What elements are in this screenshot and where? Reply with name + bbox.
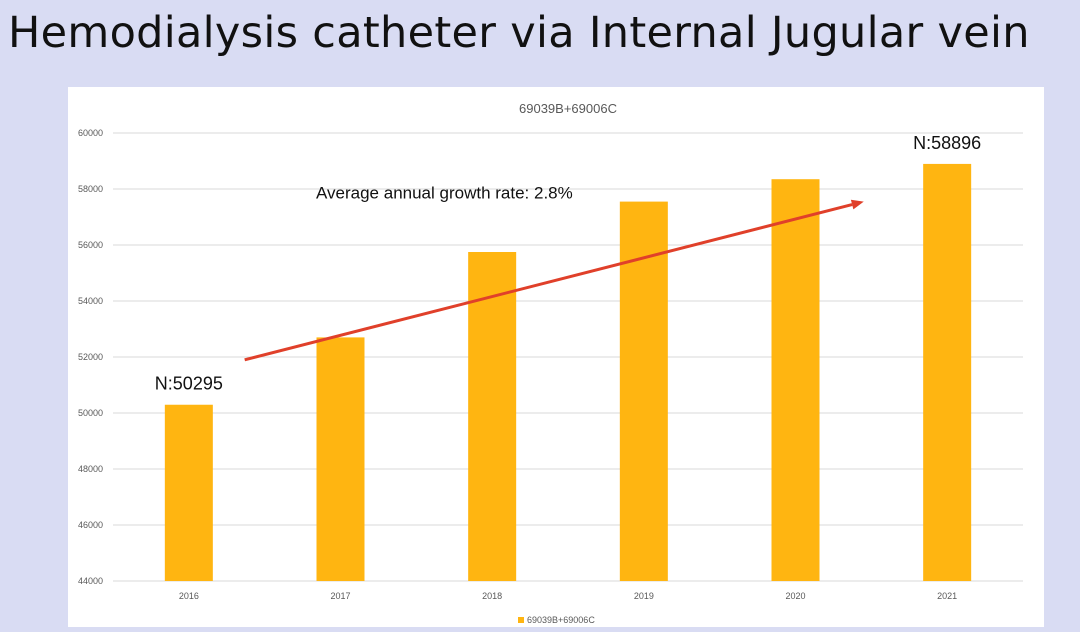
y-tick-label: 50000 — [78, 408, 103, 418]
bar-2017 — [316, 337, 365, 581]
legend: 69039B+69006C — [518, 615, 595, 625]
data-label-2016: N:50295 — [155, 374, 223, 394]
x-tick-label: 2016 — [179, 591, 199, 601]
data-labels: N:50295 N:58896 — [155, 133, 981, 394]
x-tick-label: 2017 — [330, 591, 350, 601]
bar-2020 — [771, 179, 820, 581]
y-tick-label: 56000 — [78, 240, 103, 250]
bar-2021 — [923, 163, 972, 582]
trend-arrow-head — [850, 199, 864, 210]
bar-2018 — [468, 252, 517, 581]
y-tick-label: 60000 — [78, 128, 103, 138]
trend-annotation: Average annual growth rate: 2.8% — [244, 184, 864, 362]
y-tick-label: 58000 — [78, 184, 103, 194]
x-tick-label: 2019 — [634, 591, 654, 601]
data-label-2021: N:58896 — [913, 133, 981, 153]
slide-title: Hemodialysis catheter via Internal Jugul… — [8, 8, 1030, 58]
bar-2019 — [619, 201, 668, 581]
bar-chart: 69039B+69006C 44000 46000 48000 50000 52000 5… — [78, 101, 1023, 625]
y-tick-label: 52000 — [78, 352, 103, 362]
chart-panel: 69039B+69006C 44000 46000 48000 50000 52000 5… — [68, 87, 1044, 627]
y-tick-label: 54000 — [78, 296, 103, 306]
x-tick-label: 2018 — [482, 591, 502, 601]
legend-swatch — [518, 617, 524, 623]
y-tick-label: 46000 — [78, 520, 103, 530]
x-axis-tick-labels: 2016 2017 2018 2019 2020 2021 — [179, 591, 957, 601]
chart-title: 69039B+69006C — [519, 101, 617, 116]
y-axis-tick-labels: 44000 46000 48000 50000 52000 54000 56000 58000… — [78, 128, 103, 586]
y-tick-label: 48000 — [78, 464, 103, 474]
growth-rate-annotation: Average annual growth rate: 2.8% — [316, 184, 573, 203]
trend-arrow — [244, 203, 853, 362]
y-tick-label: 44000 — [78, 576, 103, 586]
bars — [164, 163, 972, 582]
x-tick-label: 2020 — [785, 591, 805, 601]
legend-label: 69039B+69006C — [527, 615, 595, 625]
gridlines — [113, 132, 1023, 582]
bar-2016 — [164, 404, 213, 581]
x-tick-label: 2021 — [937, 591, 957, 601]
